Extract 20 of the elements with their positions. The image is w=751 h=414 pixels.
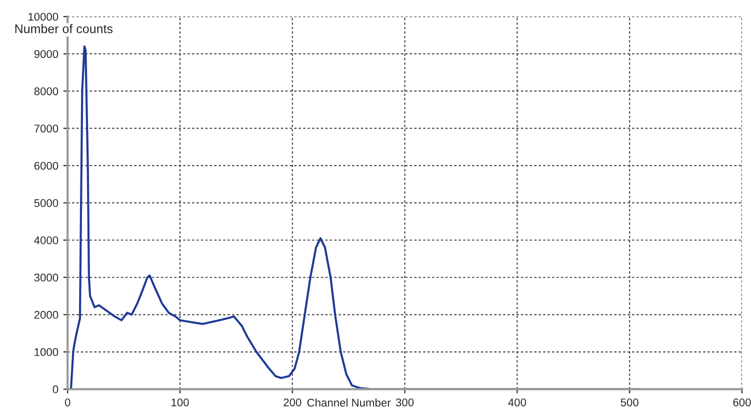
y-tick-label: 3000 xyxy=(34,274,58,282)
y-tick-label: 1000 xyxy=(34,348,58,356)
x-tick-label: 0 xyxy=(64,398,70,406)
x-tick-label: 500 xyxy=(620,398,638,406)
x-tick-label: 200 xyxy=(284,398,302,406)
y-tick-label: 9000 xyxy=(34,50,58,58)
x-tick-label: 600 xyxy=(733,398,751,406)
x-tick-label: 300 xyxy=(396,398,414,406)
y-tick-label: 5000 xyxy=(34,199,58,207)
y-tick-label: 4000 xyxy=(34,236,58,244)
y-tick-label: 0 xyxy=(52,385,58,394)
y-tick-label: 2000 xyxy=(34,310,58,319)
y-tick-label: 8000 xyxy=(34,87,58,96)
x-axis-title: Channel Number xyxy=(307,398,391,407)
y-tick-label: 7000 xyxy=(34,124,58,132)
y-tick-label: 10000 xyxy=(28,12,58,21)
y-axis-title: Number of counts xyxy=(15,24,113,34)
x-tick-label: 400 xyxy=(508,398,526,406)
y-tick-label: 6000 xyxy=(34,162,58,170)
x-tick-label: 100 xyxy=(172,398,189,406)
